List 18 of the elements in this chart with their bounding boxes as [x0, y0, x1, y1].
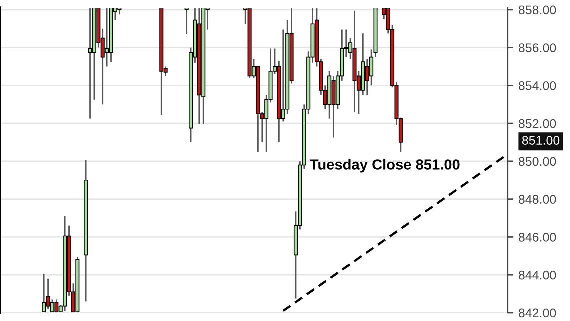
- candlestick: [184, 8, 189, 36]
- y-tick-label: 842.00: [518, 308, 556, 318]
- y-tick-label: 846.00: [518, 233, 556, 242]
- candlestick: [46, 278, 50, 310]
- y-tick-label: 852.00: [518, 119, 556, 128]
- annotation: Tuesday Close 851.00: [310, 159, 460, 173]
- y-tick-label: 854.00: [518, 81, 556, 90]
- candlestick: [42, 273, 46, 313]
- y-tick-label: 850.00: [518, 157, 556, 166]
- candlestick: [332, 76, 336, 138]
- y-tick-label: 858.00: [518, 6, 556, 15]
- y-tick-label: 856.00: [518, 44, 556, 52]
- y-tick-label: 848.00: [518, 195, 556, 204]
- text: 851.00: [522, 136, 560, 145]
- y-tick-label: 844.00: [518, 270, 556, 280]
- candlestick: [88, 8, 92, 120]
- candlestick: [105, 8, 110, 68]
- candlestick: [54, 299, 59, 313]
